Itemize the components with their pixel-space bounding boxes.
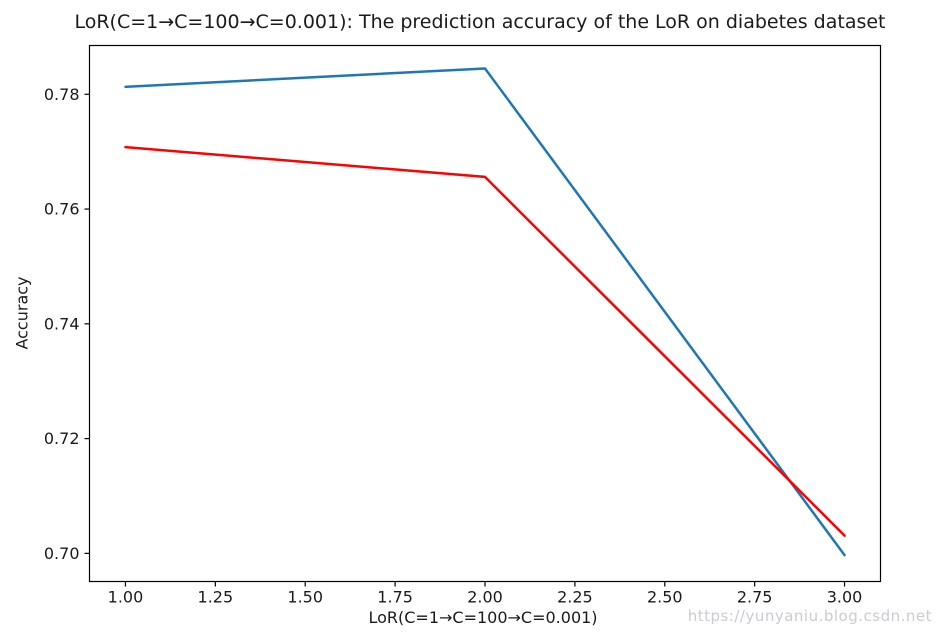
- y-tick-label: 0.74: [44, 314, 80, 333]
- red-series-line: [124, 145, 846, 537]
- y-tick-label: 0.72: [44, 429, 80, 448]
- x-tick-label: 1.25: [198, 588, 234, 607]
- x-tick-label: 2.00: [467, 588, 503, 607]
- x-axis-label: LoR(C=1→C=100→C=0.001): [368, 608, 598, 627]
- x-tick-label: 2.75: [737, 588, 773, 607]
- x-tick-label: 3.00: [827, 588, 863, 607]
- blue-series-line: [124, 67, 846, 557]
- y-tick-label: 0.78: [44, 85, 80, 104]
- axes-border: [88, 44, 882, 583]
- chart-title: LoR(C=1→C=100→C=0.001): The prediction a…: [74, 11, 886, 33]
- y-tick-label: 0.76: [44, 200, 80, 219]
- x-tick-label: 1.75: [377, 588, 413, 607]
- watermark-text: https://yunyaniu.blog.csdn.net: [687, 607, 932, 625]
- x-tick-label: 2.25: [557, 588, 593, 607]
- x-tick-label: 2.50: [647, 588, 683, 607]
- x-tick-label: 1.50: [287, 588, 323, 607]
- x-tick-label: 1.00: [108, 588, 144, 607]
- y-tick-label: 0.70: [44, 544, 80, 563]
